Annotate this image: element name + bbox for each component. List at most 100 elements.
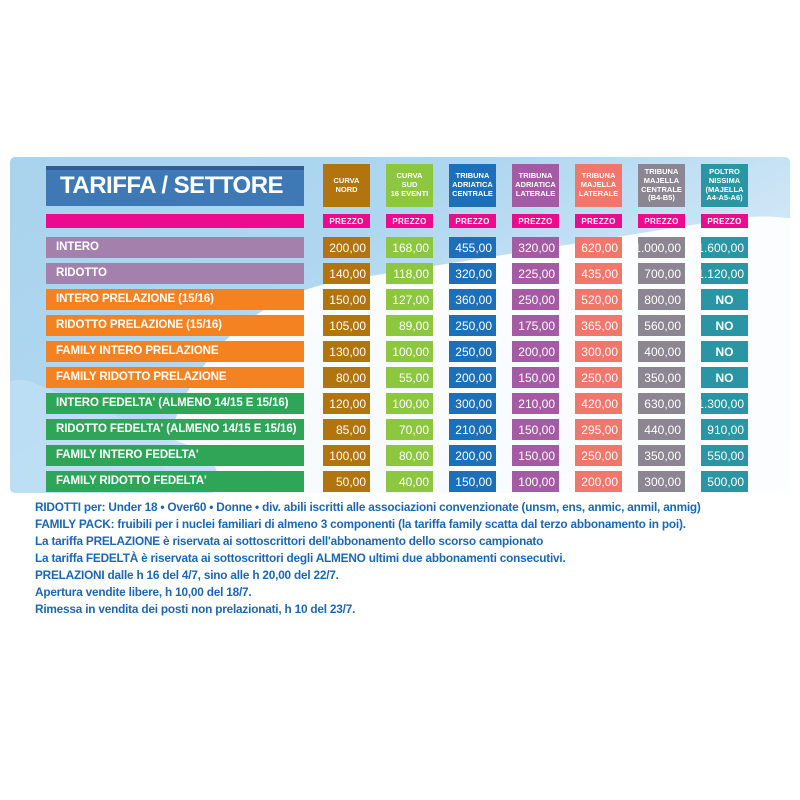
price-cell: 140,00 xyxy=(323,263,370,284)
price-cell: 455,00 xyxy=(449,237,496,258)
note-fedelta: La tariffa FEDELTÀ è riservata ai sottos… xyxy=(35,551,566,565)
price-cell: 105,00 xyxy=(323,315,370,336)
price-cell: 295,00 xyxy=(575,419,622,440)
price-cell: 365,00 xyxy=(575,315,622,336)
price-cell: 118,00 xyxy=(386,263,433,284)
price-cell: 350,00 xyxy=(638,367,685,388)
price-cell: 200,00 xyxy=(575,471,622,492)
price-cell: 250,00 xyxy=(512,289,559,310)
price-cell: NO xyxy=(701,341,748,362)
prezzo-label: PREZZO xyxy=(575,214,622,228)
price-cell: 210,00 xyxy=(449,419,496,440)
price-cell: 200,00 xyxy=(512,341,559,362)
prezzo-label: PREZZO xyxy=(512,214,559,228)
price-cell: 1.600,00 xyxy=(697,237,748,258)
row-label-intero-fedelta: INTERO FEDELTA' (ALMENO 14/15 E 15/16) xyxy=(46,393,304,414)
price-cell: 80,00 xyxy=(323,367,370,388)
price-cell: 80,00 xyxy=(386,445,433,466)
note-rimessa-vendita: Rimessa in vendita dei posti non prelazi… xyxy=(35,602,356,616)
price-cell: 85,00 xyxy=(323,419,370,440)
row-label-ridotto-fedelta: RIDOTTO FEDELTA' (ALMENO 14/15 E 15/16) xyxy=(46,419,304,440)
row-label-ridotto: RIDOTTO xyxy=(46,263,304,284)
row-label-family-intero-prelazione: FAMILY INTERO PRELAZIONE xyxy=(46,341,304,362)
price-cell: 700,00 xyxy=(638,263,685,284)
table-row: RIDOTTO 140,00 118,00 320,00 225,00 435,… xyxy=(46,263,790,284)
table-content: TARIFFA / SETTORE CURVA NORD CURVA SUD 1… xyxy=(10,157,790,492)
price-cell: 500,00 xyxy=(701,471,748,492)
price-cell: 210,00 xyxy=(512,393,559,414)
price-cell: 300,00 xyxy=(449,393,496,414)
prezzo-label: PREZZO xyxy=(638,214,685,228)
row-label-intero: INTERO xyxy=(46,237,304,258)
price-cell: 560,00 xyxy=(638,315,685,336)
price-cell: 200,00 xyxy=(323,237,370,258)
table-row: FAMILY INTERO FEDELTA' 100,00 80,00 200,… xyxy=(46,445,790,466)
table-row: FAMILY RIDOTTO PRELAZIONE 80,00 55,00 20… xyxy=(46,367,790,388)
price-cell: 630,00 xyxy=(638,393,685,414)
price-cell: 435,00 xyxy=(575,263,622,284)
price-cell: 800,00 xyxy=(638,289,685,310)
price-cell: 250,00 xyxy=(449,341,496,362)
price-cell: 175,00 xyxy=(512,315,559,336)
price-cell: 150,00 xyxy=(512,419,559,440)
price-cell: 250,00 xyxy=(575,445,622,466)
price-cell: 120,00 xyxy=(323,393,370,414)
column-header-poltronissima: POLTRO NISSIMA (MAJELLA A4-A5-A6) xyxy=(701,164,748,207)
header-row: TARIFFA / SETTORE CURVA NORD CURVA SUD 1… xyxy=(46,164,790,207)
tariff-table-panel: TARIFFA / SETTORE CURVA NORD CURVA SUD 1… xyxy=(10,157,790,493)
price-cell: 100,00 xyxy=(512,471,559,492)
column-header-curva-sud: CURVA SUD 16 EVENTI xyxy=(386,164,433,207)
price-cell: 360,00 xyxy=(449,289,496,310)
row-label-intero-prelazione: INTERO PRELAZIONE (15/16) xyxy=(46,289,304,310)
column-header-adriatica-laterale: TRIBUNA ADRIATICA LATERALE xyxy=(512,164,559,207)
note-prelazione: La tariffa PRELAZIONE è riservata ai sot… xyxy=(35,534,544,548)
note-ridotti: RIDOTTI per: Under 18 • Over60 • Donne •… xyxy=(35,500,701,514)
price-cell: NO xyxy=(701,315,748,336)
table-row: INTERO PRELAZIONE (15/16) 150,00 127,00 … xyxy=(46,289,790,310)
price-cell: 300,00 xyxy=(638,471,685,492)
table-title: TARIFFA / SETTORE xyxy=(46,166,304,206)
price-cell: 320,00 xyxy=(512,237,559,258)
price-cell: 200,00 xyxy=(449,445,496,466)
prezzo-bar xyxy=(46,214,304,228)
price-cell: 70,00 xyxy=(386,419,433,440)
price-cell: 1.300,00 xyxy=(697,393,748,414)
price-cell: 440,00 xyxy=(638,419,685,440)
price-cell: 100,00 xyxy=(386,341,433,362)
column-header-curva-nord: CURVA NORD xyxy=(323,164,370,207)
table-row: FAMILY INTERO PRELAZIONE 130,00 100,00 2… xyxy=(46,341,790,362)
price-cell: 168,00 xyxy=(386,237,433,258)
table-row: RIDOTTO FEDELTA' (ALMENO 14/15 E 15/16) … xyxy=(46,419,790,440)
price-cell: 40,00 xyxy=(386,471,433,492)
row-label-family-intero-fedelta: FAMILY INTERO FEDELTA' xyxy=(46,445,304,466)
price-cell: 910,00 xyxy=(701,419,748,440)
column-header-majella-laterale: TRIBUNA MAJELLA LATERALE xyxy=(575,164,622,207)
price-cell: 150,00 xyxy=(512,445,559,466)
price-cell: 127,00 xyxy=(386,289,433,310)
prezzo-label: PREZZO xyxy=(449,214,496,228)
price-cell: 89,00 xyxy=(386,315,433,336)
price-cell: 300,00 xyxy=(575,341,622,362)
price-cell: 520,00 xyxy=(575,289,622,310)
table-row: INTERO 200,00 168,00 455,00 320,00 620,0… xyxy=(46,237,790,258)
price-cell: 100,00 xyxy=(323,445,370,466)
price-cell: 130,00 xyxy=(323,341,370,362)
price-cell: 150,00 xyxy=(323,289,370,310)
price-cell: 200,00 xyxy=(449,367,496,388)
table-row: INTERO FEDELTA' (ALMENO 14/15 E 15/16) 1… xyxy=(46,393,790,414)
column-header-majella-centrale: TRIBUNA MAJELLA CENTRALE (B4-B5) xyxy=(638,164,685,207)
row-label-family-ridotto-prelazione: FAMILY RIDOTTO PRELAZIONE xyxy=(46,367,304,388)
price-cell: 100,00 xyxy=(386,393,433,414)
table-row: FAMILY RIDOTTO FEDELTA' 50,00 40,00 150,… xyxy=(46,471,790,492)
note-family-pack: FAMILY PACK: fruibili per i nuclei famil… xyxy=(35,517,686,531)
note-apertura-vendite: Apertura vendite libere, h 10,00 del 18/… xyxy=(35,585,252,599)
note-prelazioni-date: PRELAZIONI dalle h 16 del 4/7, sino alle… xyxy=(35,568,339,582)
price-cell: 150,00 xyxy=(512,367,559,388)
footnotes: RIDOTTI per: Under 18 • Over60 • Donne •… xyxy=(35,499,775,618)
price-cell: 400,00 xyxy=(638,341,685,362)
price-cell: 320,00 xyxy=(449,263,496,284)
price-cell: 550,00 xyxy=(701,445,748,466)
row-label-ridotto-prelazione: RIDOTTO PRELAZIONE (15/16) xyxy=(46,315,304,336)
price-cell: 1.120,00 xyxy=(697,263,748,284)
price-cell: 55,00 xyxy=(386,367,433,388)
